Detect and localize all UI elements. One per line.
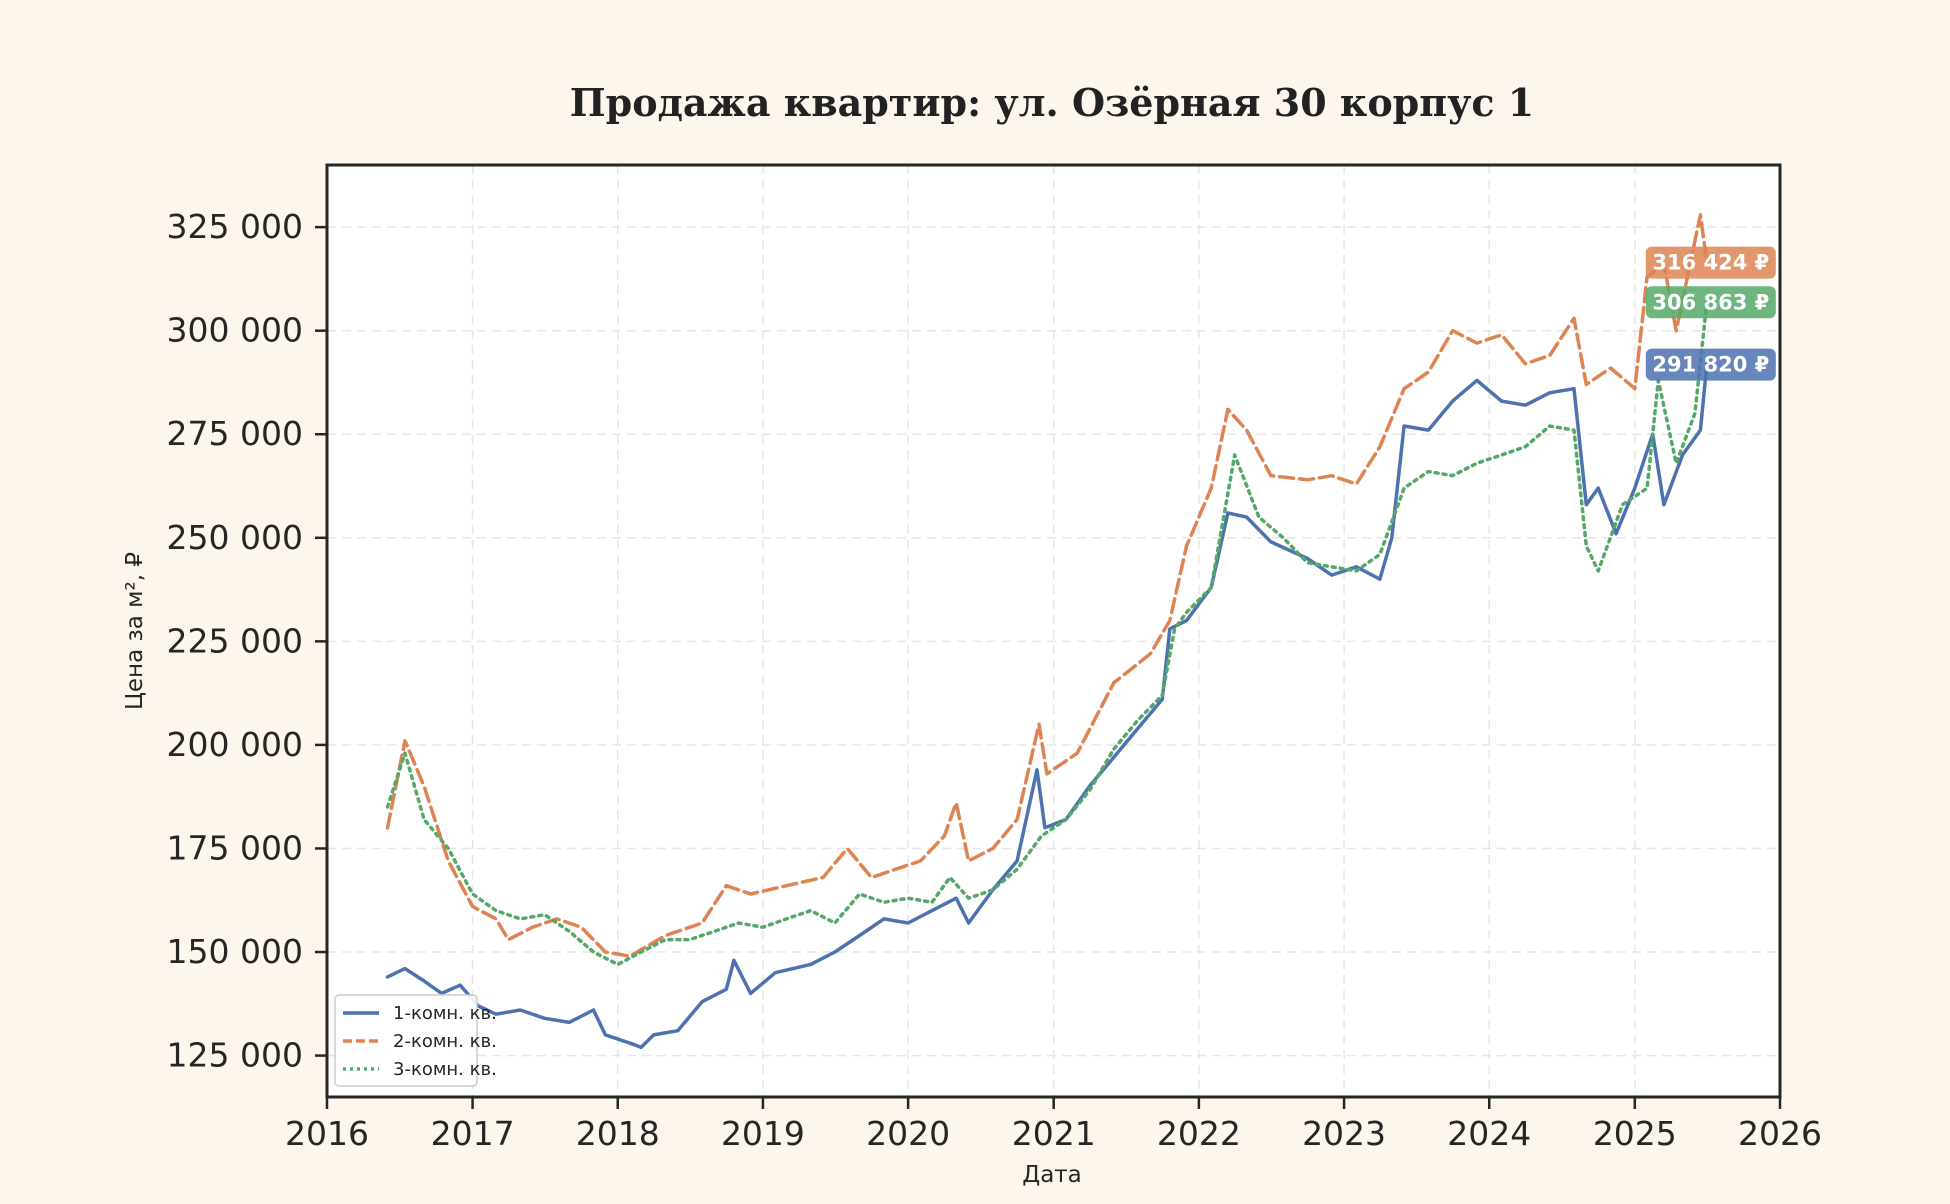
last-value-label: 306 863 ₽	[1652, 290, 1769, 314]
legend-box	[334, 994, 478, 1087]
series-line-2	[385, 212, 1709, 958]
x-tick-label: 2021	[1012, 1114, 1096, 1153]
series-line-1	[385, 362, 1709, 1050]
x-tick-label: 2019	[721, 1114, 805, 1153]
y-tick-label: 175 000	[167, 828, 303, 867]
x-tick-label: 2024	[1447, 1114, 1531, 1153]
x-tick-label: 2018	[576, 1114, 660, 1153]
series-lines	[385, 212, 1709, 1050]
axes: 125 000 150 000 175 000 200 000 225 000 250 0…	[167, 207, 1822, 1153]
x-tick-label: 2026	[1738, 1114, 1822, 1153]
chart-title: Продажа квартир: ул. Озёрная 30 корпус 1	[570, 80, 1534, 125]
y-axis-label: Цена за м², ₽	[122, 552, 148, 710]
x-tick-label: 2017	[431, 1114, 515, 1153]
y-tick-label: 125 000	[167, 1036, 303, 1075]
legend-label: 3-комн. кв.	[393, 1059, 497, 1080]
y-tick-label: 275 000	[167, 414, 303, 453]
x-tick-label: 2025	[1593, 1114, 1677, 1153]
y-tick-label: 150 000	[167, 932, 303, 971]
last-value-badge	[1645, 348, 1776, 381]
series-line-3	[385, 300, 1709, 967]
last-value-badge	[1645, 246, 1776, 279]
last-value-label: 291 820 ₽	[1652, 353, 1769, 377]
last-value-label: 316 424 ₽	[1652, 251, 1769, 275]
x-tick-label: 2022	[1157, 1114, 1241, 1153]
y-tick-label: 200 000	[167, 725, 303, 764]
legend[interactable]: 1-комн. кв. 2-комн. кв. 3-комн. кв.	[334, 994, 497, 1087]
legend-label: 2-комн. кв.	[393, 1031, 497, 1052]
x-tick-label: 2016	[285, 1114, 369, 1153]
last-value-badge	[1645, 286, 1776, 319]
x-tick-label: 2023	[1302, 1114, 1386, 1153]
y-tick-label: 250 000	[167, 518, 303, 557]
y-tick-label: 300 000	[167, 311, 303, 350]
grid-lines	[326, 165, 1781, 1097]
last-value-callouts: 291 820 ₽ 316 424 ₽ 306 863 ₽	[1645, 246, 1776, 381]
x-tick-label: 2020	[866, 1114, 950, 1153]
y-tick-label: 325 000	[167, 207, 303, 246]
y-tick-label: 225 000	[167, 621, 303, 660]
x-axis-label: Дата	[1022, 1162, 1082, 1188]
legend-label: 1-комн. кв.	[393, 1003, 497, 1024]
